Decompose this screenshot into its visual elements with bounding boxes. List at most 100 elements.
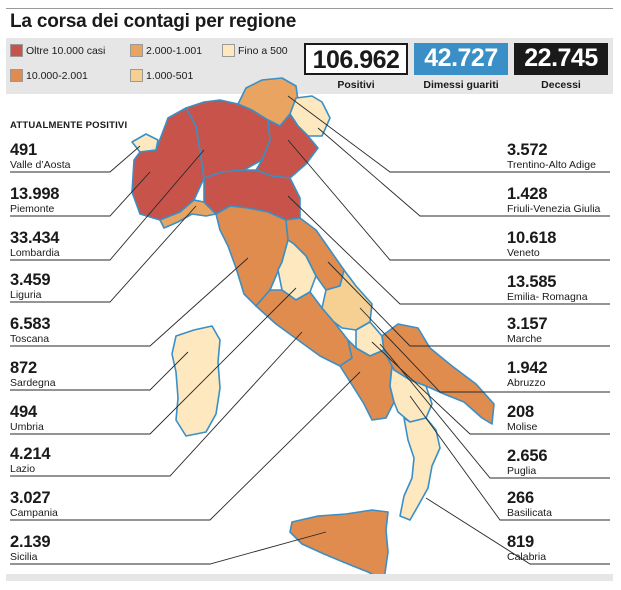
label-puglia: 2.656 Puglia	[507, 447, 547, 478]
legend-label: 10.000-2.001	[26, 69, 88, 82]
legend-swatch	[10, 69, 23, 82]
label-veneto: 10.618 Veneto	[507, 229, 556, 260]
region-name: Trentino-Alto Adige	[507, 159, 596, 171]
region-value: 491	[10, 141, 37, 159]
leader-campania	[10, 371, 361, 521]
region-calabria	[399, 417, 441, 521]
legend-item-1000-501: 1.000-501	[130, 69, 193, 82]
region-value: 872	[10, 359, 37, 377]
region-name: Friuli-Venezia Giulia	[507, 203, 601, 215]
label-friuli: 1.428 Friuli-Venezia Giulia	[507, 185, 600, 216]
leader-abruzzo	[359, 307, 610, 393]
top-rule	[6, 8, 613, 9]
leader-toscana	[10, 257, 249, 347]
bottom-band	[6, 574, 613, 581]
leader-molise	[371, 341, 610, 435]
legend-item-over-10000: Oltre 10.000 casi	[10, 44, 105, 57]
region-value: 13.998	[10, 185, 60, 203]
region-value: 33.434	[10, 229, 60, 247]
leader-veneto	[287, 139, 610, 261]
legend-label: Fino a 500	[238, 44, 288, 57]
leader-calabria	[425, 497, 610, 565]
region-value: 266	[507, 489, 534, 507]
leader-liguria	[10, 205, 197, 303]
label-trentino: 3.572 Trentino-Alto Adige	[507, 141, 596, 172]
leader-sardegna	[10, 351, 189, 391]
legend-swatch	[130, 69, 143, 82]
region-value: 3.027	[10, 489, 51, 507]
kpi-positivi-label: Positivi	[337, 79, 375, 91]
page-title: La corsa dei contagi per regione	[10, 11, 297, 32]
label-marche: 3.157 Marche	[507, 315, 547, 346]
legend-swatch	[130, 44, 143, 57]
legend-label: 2.000-1.001	[146, 44, 203, 57]
region-name: Sicilia	[10, 551, 38, 563]
region-value: 819	[507, 533, 534, 551]
region-name: Valle d’Aosta	[10, 159, 71, 171]
leader-piemonte	[10, 171, 151, 217]
label-emilia: 13.585 Emilia- Romagna	[507, 273, 588, 304]
label-piemonte: 13.998 Piemonte	[10, 185, 59, 216]
region-name: Marche	[507, 333, 543, 345]
region-name: Toscana	[10, 333, 50, 345]
region-value: 3.572	[507, 141, 548, 159]
label-umbria: 494 Umbria	[10, 403, 44, 434]
leader-marche	[327, 261, 610, 347]
region-liguria	[159, 199, 217, 229]
leader-puglia	[379, 343, 610, 479]
leader-emilia	[287, 195, 610, 305]
label-calabria: 819 Calabria	[507, 533, 546, 564]
label-basilicata: 266 Basilicata	[507, 489, 552, 520]
legend-item-2000-1001: 2.000-1.001	[130, 44, 202, 57]
label-abruzzo: 1.942 Abruzzo	[507, 359, 547, 390]
kpi-decessi-value: 22.745	[514, 43, 608, 75]
region-value: 2.139	[10, 533, 51, 551]
region-value: 1.942	[507, 359, 548, 377]
leader-lombardia	[10, 149, 205, 261]
legend-swatch	[10, 44, 23, 57]
region-value: 6.583	[10, 315, 51, 333]
region-value: 13.585	[507, 273, 557, 291]
leader-basilicata	[409, 395, 610, 521]
kpi-positivi-value: 106.962	[304, 43, 408, 75]
kpi-decessi-label: Decessi	[541, 79, 581, 91]
label-molise: 208 Molise	[507, 403, 537, 434]
region-name: Molise	[507, 421, 538, 433]
kpi-guariti-value: 42.727	[414, 43, 508, 75]
leader-trentino	[287, 95, 610, 173]
label-lombardia: 33.434 Lombardia	[10, 229, 60, 260]
label-sardegna: 872 Sardegna	[10, 359, 56, 390]
region-name: Lazio	[10, 463, 36, 475]
region-value: 208	[507, 403, 534, 421]
label-campania: 3.027 Campania	[10, 489, 58, 520]
section-title: ATTUALMENTE POSITIVI	[10, 120, 128, 131]
region-name: Lombardia	[10, 247, 60, 259]
region-sardegna	[171, 325, 221, 437]
label-lazio: 4.214 Lazio	[10, 445, 50, 476]
leader-valle-daosta	[10, 145, 141, 173]
region-value: 10.618	[507, 229, 557, 247]
region-marche	[285, 217, 345, 291]
legend-item-10000-2001: 10.000-2.001	[10, 69, 88, 82]
region-value: 3.459	[10, 271, 51, 289]
region-lazio	[255, 289, 353, 367]
region-value: 3.157	[507, 315, 548, 333]
leader-umbria	[10, 287, 297, 435]
region-name: Liguria	[10, 289, 42, 301]
region-name: Emilia- Romagna	[507, 291, 588, 303]
region-name: Veneto	[507, 247, 540, 259]
region-value: 1.428	[507, 185, 548, 203]
region-name: Umbria	[10, 421, 44, 433]
leader-lazio	[10, 331, 303, 477]
kpi-guariti-label: Dimessi guariti	[423, 79, 499, 91]
label-toscana: 6.583 Toscana	[10, 315, 50, 346]
leader-sicilia	[10, 531, 327, 565]
region-sicilia	[289, 509, 389, 581]
label-sicilia: 2.139 Sicilia	[10, 533, 50, 564]
region-value: 2.656	[507, 447, 548, 465]
label-liguria: 3.459 Liguria	[10, 271, 50, 302]
region-name: Calabria	[507, 551, 547, 563]
region-name: Abruzzo	[507, 377, 546, 389]
region-name: Basilicata	[507, 507, 552, 519]
